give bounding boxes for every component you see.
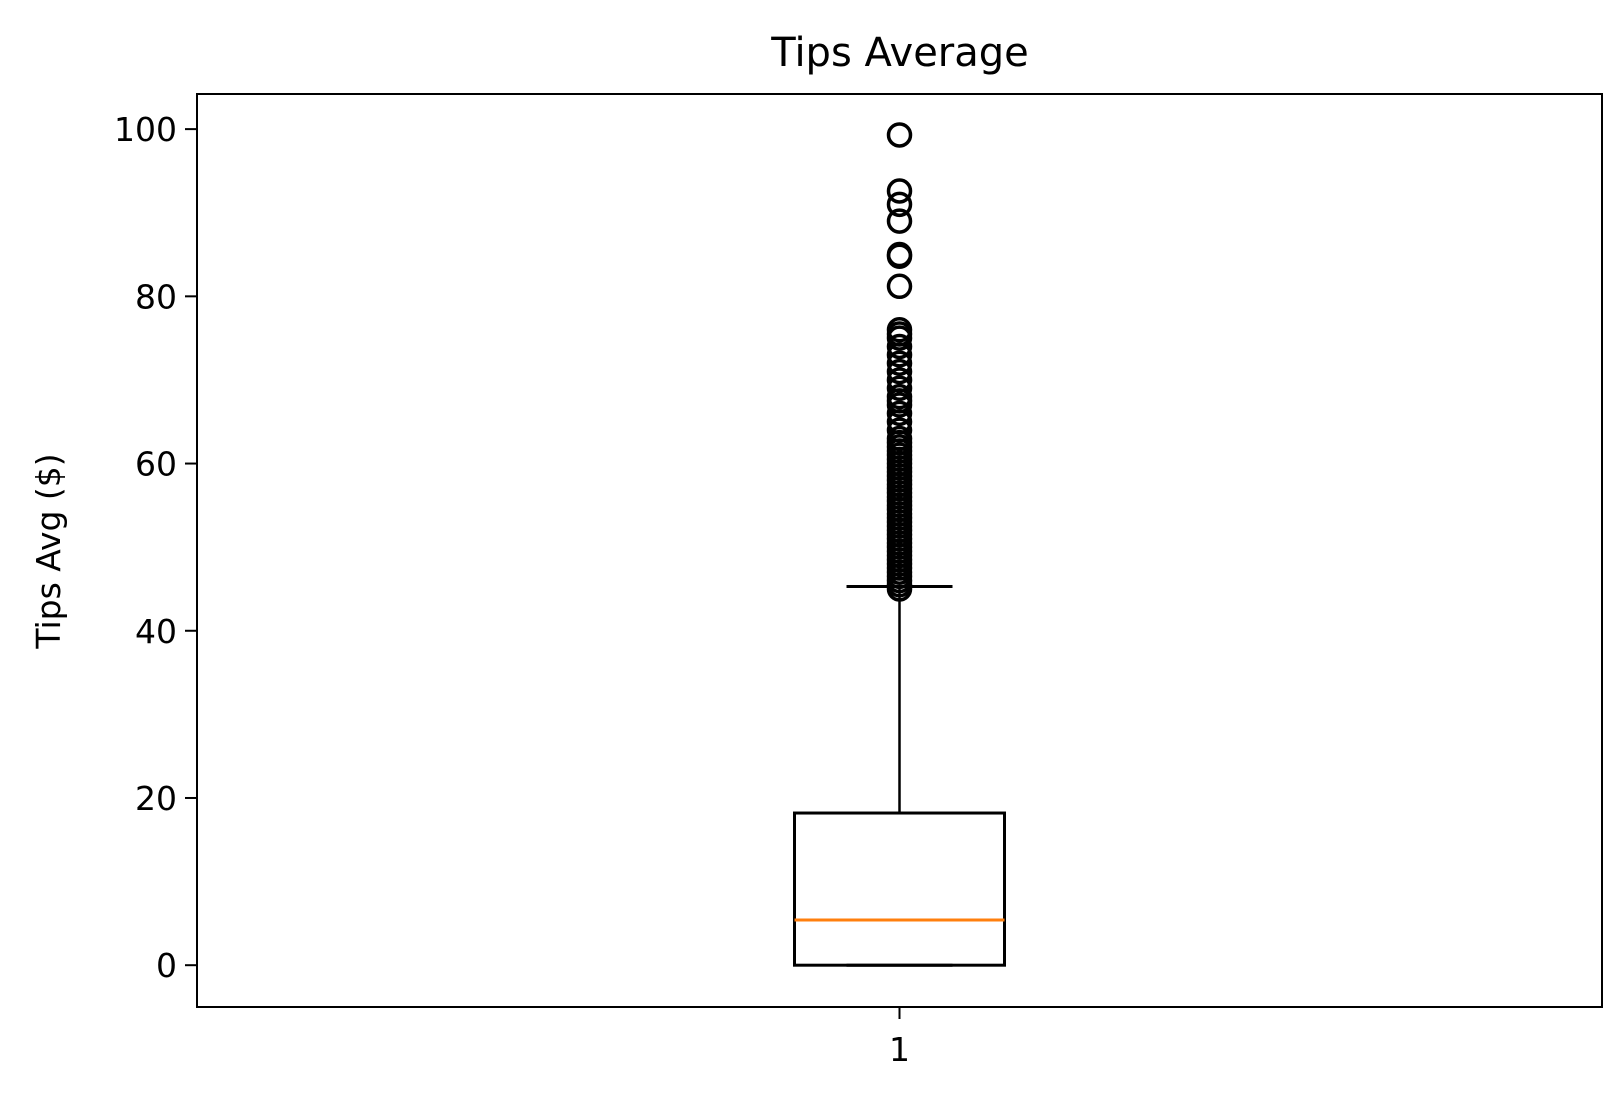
y-tick-label: 0 <box>156 946 177 985</box>
outlier-point <box>886 425 913 452</box>
outlier-point <box>886 358 913 385</box>
y-tick-label: 60 <box>135 445 177 484</box>
outlier-point <box>886 350 913 376</box>
iqr-box <box>793 811 1006 967</box>
y-axis-label: Tips Avg ($) <box>29 453 68 649</box>
outlier-point <box>886 178 913 204</box>
outlier-point <box>886 383 913 410</box>
y-tick-label: 100 <box>114 110 177 149</box>
outlier-point <box>886 400 913 427</box>
y-tick-label: 40 <box>135 612 177 651</box>
outlier-point <box>886 191 913 218</box>
y-tick-label: 80 <box>135 277 177 316</box>
x-tick-label: 1 <box>889 1030 910 1069</box>
outlier-point <box>886 208 913 234</box>
outlier-point <box>886 367 913 393</box>
outlier-point <box>886 122 913 148</box>
outlier-point <box>886 273 913 300</box>
outlier-point <box>886 317 913 343</box>
outlier-point <box>886 417 913 443</box>
outlier-point <box>886 333 913 360</box>
outlier-point <box>886 375 913 402</box>
outlier-point <box>886 241 913 268</box>
y-tick-label: 20 <box>135 779 177 818</box>
plot-area: 0 20 40 60 80 100 1 <box>114 93 1603 1069</box>
chart-title: Tips Average <box>770 30 1029 76</box>
